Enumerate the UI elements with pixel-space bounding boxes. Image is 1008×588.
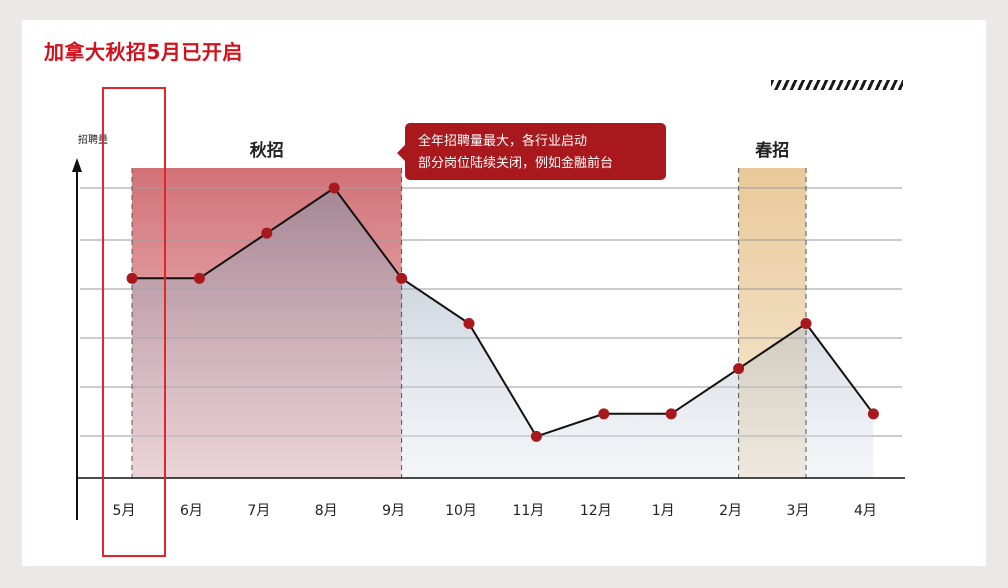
data-point-11月 [530,430,542,442]
area-fill [132,188,874,478]
annotation-line-2: 部分岗位陆续关闭，例如金融前台 [418,155,613,171]
x-tick-labels: 5月 6月 7月 8月 9月 10月 11月 12月 1月 2月 3月 4月 [113,503,877,519]
x-tick-11月: 11月 [512,503,544,519]
data-point-4月 [867,408,879,420]
decorative-dash-bar [771,80,903,90]
x-tick-8月: 8月 [315,503,338,519]
data-point-2月 [733,363,745,375]
page-title: 加拿大秋招5月已开启 [44,40,243,64]
y-axis-label: 招聘量 [78,133,108,146]
data-point-5月 [126,272,138,284]
season-label-1: 春招 [755,140,789,161]
x-tick-12月: 12月 [580,503,612,519]
x-tick-6月: 6月 [180,503,203,519]
season-labels: 秋招 春招 [250,140,790,161]
annotation-line-1: 全年招聘量最大，各行业启动 [418,133,587,149]
x-tick-4月: 4月 [854,503,877,519]
series-line [132,186,875,438]
selected-month-frame[interactable] [102,87,166,557]
data-point-12月 [598,408,610,420]
data-point-1月 [665,408,677,420]
data-points [126,182,879,442]
data-point-6月 [193,272,205,284]
x-tick-3月: 3月 [787,503,810,519]
annotation-callout: 全年招聘量最大，各行业启动 部分岗位陆续关闭，例如金融前台 [397,123,666,180]
x-tick-7月: 7月 [247,503,270,519]
x-tick-2月: 2月 [719,503,742,519]
data-point-8月 [328,182,340,194]
data-point-3月 [800,318,812,329]
x-tick-1月: 1月 [652,503,675,519]
x-tick-10月: 10月 [445,503,477,519]
season-label-0: 秋招 [250,140,284,161]
data-point-9月 [396,272,408,284]
x-tick-5月: 5月 [113,503,136,519]
data-point-10月 [463,318,475,329]
y-axis-arrow [72,158,82,172]
annotation-bubble [397,123,666,180]
data-point-7月 [261,227,273,239]
x-tick-9月: 9月 [382,503,405,519]
